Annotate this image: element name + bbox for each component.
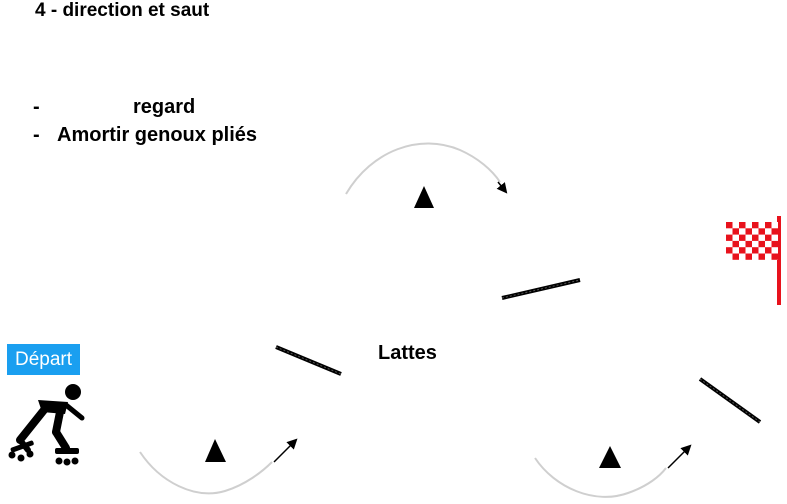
cone-icon xyxy=(599,446,621,468)
slat-mark xyxy=(501,278,581,300)
checkered-flag-icon xyxy=(726,216,781,305)
instruction-regard: - regard xyxy=(33,96,195,119)
slat-mark xyxy=(698,377,762,424)
bullet-dash: - xyxy=(33,124,40,146)
curved-arrow-icon xyxy=(345,142,508,195)
curved-arrow-icon xyxy=(139,438,298,495)
cone-icon xyxy=(205,439,226,462)
exercise-title: 4 - direction et saut xyxy=(35,0,210,21)
bullet-dash: - xyxy=(33,96,40,118)
instruction-text: Amortir genoux pliés xyxy=(57,124,258,146)
start-badge: Départ xyxy=(7,344,80,375)
curved-arrow-icon xyxy=(534,444,692,498)
skater-icon xyxy=(8,384,85,466)
instruction-amortir: - Amortir genoux pliés xyxy=(33,124,257,147)
slat-mark xyxy=(275,345,342,376)
lattes-label: Lattes xyxy=(378,342,437,364)
cone-icon xyxy=(414,186,434,208)
instruction-text: regard xyxy=(133,96,196,118)
